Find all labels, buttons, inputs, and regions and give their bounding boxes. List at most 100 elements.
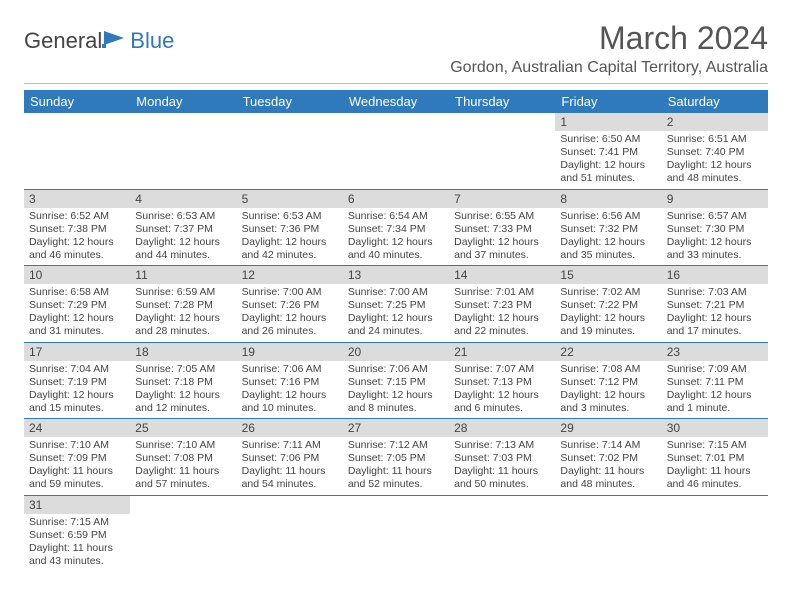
- day-cell: 19Sunrise: 7:06 AMSunset: 7:16 PMDayligh…: [237, 342, 343, 419]
- empty-cell: [24, 113, 130, 189]
- day-cell: 6Sunrise: 6:54 AMSunset: 7:34 PMDaylight…: [343, 189, 449, 266]
- logo: General Blue: [24, 28, 174, 54]
- weekday-header: Friday: [555, 90, 661, 113]
- day-cell: 17Sunrise: 7:04 AMSunset: 7:19 PMDayligh…: [24, 342, 130, 419]
- calendar-table: SundayMondayTuesdayWednesdayThursdayFrid…: [24, 90, 768, 571]
- empty-cell: [237, 113, 343, 189]
- day-number: 9: [662, 190, 768, 208]
- day-number: 31: [24, 496, 130, 514]
- day-content: Sunrise: 7:15 AMSunset: 6:59 PMDaylight:…: [24, 514, 130, 572]
- day-content: Sunrise: 6:50 AMSunset: 7:41 PMDaylight:…: [555, 131, 661, 189]
- day-content: Sunrise: 7:09 AMSunset: 7:11 PMDaylight:…: [662, 361, 768, 419]
- day-cell: 18Sunrise: 7:05 AMSunset: 7:18 PMDayligh…: [130, 342, 236, 419]
- day-content: Sunrise: 7:10 AMSunset: 7:08 PMDaylight:…: [130, 437, 236, 495]
- day-number: 20: [343, 343, 449, 361]
- day-content: Sunrise: 7:06 AMSunset: 7:16 PMDaylight:…: [237, 361, 343, 419]
- day-cell: 8Sunrise: 6:56 AMSunset: 7:32 PMDaylight…: [555, 189, 661, 266]
- header: General Blue March 2024 Gordon, Australi…: [24, 20, 768, 77]
- day-content: Sunrise: 7:05 AMSunset: 7:18 PMDaylight:…: [130, 361, 236, 419]
- day-cell: 9Sunrise: 6:57 AMSunset: 7:30 PMDaylight…: [662, 189, 768, 266]
- day-cell: 2Sunrise: 6:51 AMSunset: 7:40 PMDaylight…: [662, 113, 768, 189]
- day-content: Sunrise: 6:56 AMSunset: 7:32 PMDaylight:…: [555, 208, 661, 266]
- empty-cell: [130, 495, 236, 571]
- day-content: Sunrise: 6:57 AMSunset: 7:30 PMDaylight:…: [662, 208, 768, 266]
- day-number: 8: [555, 190, 661, 208]
- day-cell: 27Sunrise: 7:12 AMSunset: 7:05 PMDayligh…: [343, 419, 449, 496]
- day-cell: 12Sunrise: 7:00 AMSunset: 7:26 PMDayligh…: [237, 266, 343, 343]
- day-number: 30: [662, 419, 768, 437]
- day-cell: 11Sunrise: 6:59 AMSunset: 7:28 PMDayligh…: [130, 266, 236, 343]
- day-content: Sunrise: 6:54 AMSunset: 7:34 PMDaylight:…: [343, 208, 449, 266]
- day-cell: 1Sunrise: 6:50 AMSunset: 7:41 PMDaylight…: [555, 113, 661, 189]
- day-number: 3: [24, 190, 130, 208]
- day-number: 6: [343, 190, 449, 208]
- day-content: Sunrise: 7:00 AMSunset: 7:25 PMDaylight:…: [343, 284, 449, 342]
- day-number: 12: [237, 266, 343, 284]
- day-number: 19: [237, 343, 343, 361]
- day-cell: 5Sunrise: 6:53 AMSunset: 7:36 PMDaylight…: [237, 189, 343, 266]
- day-number: 11: [130, 266, 236, 284]
- day-number: 14: [449, 266, 555, 284]
- weekday-header: Thursday: [449, 90, 555, 113]
- day-content: Sunrise: 7:10 AMSunset: 7:09 PMDaylight:…: [24, 437, 130, 495]
- logo-text-1: General: [24, 28, 102, 54]
- day-cell: 20Sunrise: 7:06 AMSunset: 7:15 PMDayligh…: [343, 342, 449, 419]
- day-number: 22: [555, 343, 661, 361]
- title-block: March 2024 Gordon, Australian Capital Te…: [450, 20, 768, 77]
- day-cell: 13Sunrise: 7:00 AMSunset: 7:25 PMDayligh…: [343, 266, 449, 343]
- day-number: 23: [662, 343, 768, 361]
- weekday-header: Saturday: [662, 90, 768, 113]
- empty-cell: [343, 113, 449, 189]
- empty-cell: [343, 495, 449, 571]
- day-number: 5: [237, 190, 343, 208]
- weekday-header: Wednesday: [343, 90, 449, 113]
- day-number: 24: [24, 419, 130, 437]
- day-number: 25: [130, 419, 236, 437]
- day-cell: 15Sunrise: 7:02 AMSunset: 7:22 PMDayligh…: [555, 266, 661, 343]
- calendar-row: 3Sunrise: 6:52 AMSunset: 7:38 PMDaylight…: [24, 189, 768, 266]
- day-content: Sunrise: 7:07 AMSunset: 7:13 PMDaylight:…: [449, 361, 555, 419]
- empty-cell: [237, 495, 343, 571]
- empty-cell: [555, 495, 661, 571]
- calendar-row: 17Sunrise: 7:04 AMSunset: 7:19 PMDayligh…: [24, 342, 768, 419]
- calendar-row: 10Sunrise: 6:58 AMSunset: 7:29 PMDayligh…: [24, 266, 768, 343]
- day-content: Sunrise: 6:53 AMSunset: 7:37 PMDaylight:…: [130, 208, 236, 266]
- day-content: Sunrise: 7:12 AMSunset: 7:05 PMDaylight:…: [343, 437, 449, 495]
- weekday-header: Sunday: [24, 90, 130, 113]
- empty-cell: [449, 113, 555, 189]
- day-content: Sunrise: 6:53 AMSunset: 7:36 PMDaylight:…: [237, 208, 343, 266]
- logo-text-2: Blue: [130, 28, 174, 54]
- day-number: 4: [130, 190, 236, 208]
- calendar-row: 31Sunrise: 7:15 AMSunset: 6:59 PMDayligh…: [24, 495, 768, 571]
- day-cell: 3Sunrise: 6:52 AMSunset: 7:38 PMDaylight…: [24, 189, 130, 266]
- empty-cell: [130, 113, 236, 189]
- day-content: Sunrise: 6:59 AMSunset: 7:28 PMDaylight:…: [130, 284, 236, 342]
- day-content: Sunrise: 7:13 AMSunset: 7:03 PMDaylight:…: [449, 437, 555, 495]
- day-content: Sunrise: 6:55 AMSunset: 7:33 PMDaylight:…: [449, 208, 555, 266]
- calendar-row: 24Sunrise: 7:10 AMSunset: 7:09 PMDayligh…: [24, 419, 768, 496]
- day-cell: 26Sunrise: 7:11 AMSunset: 7:06 PMDayligh…: [237, 419, 343, 496]
- day-cell: 25Sunrise: 7:10 AMSunset: 7:08 PMDayligh…: [130, 419, 236, 496]
- divider: [24, 83, 768, 84]
- day-number: 29: [555, 419, 661, 437]
- day-number: 28: [449, 419, 555, 437]
- day-number: 2: [662, 113, 768, 131]
- day-content: Sunrise: 7:03 AMSunset: 7:21 PMDaylight:…: [662, 284, 768, 342]
- day-content: Sunrise: 7:02 AMSunset: 7:22 PMDaylight:…: [555, 284, 661, 342]
- empty-cell: [449, 495, 555, 571]
- day-number: 15: [555, 266, 661, 284]
- day-content: Sunrise: 7:15 AMSunset: 7:01 PMDaylight:…: [662, 437, 768, 495]
- weekday-header: Tuesday: [237, 90, 343, 113]
- day-content: Sunrise: 7:01 AMSunset: 7:23 PMDaylight:…: [449, 284, 555, 342]
- day-content: Sunrise: 7:00 AMSunset: 7:26 PMDaylight:…: [237, 284, 343, 342]
- day-content: Sunrise: 7:06 AMSunset: 7:15 PMDaylight:…: [343, 361, 449, 419]
- day-cell: 10Sunrise: 6:58 AMSunset: 7:29 PMDayligh…: [24, 266, 130, 343]
- day-cell: 31Sunrise: 7:15 AMSunset: 6:59 PMDayligh…: [24, 495, 130, 571]
- day-cell: 16Sunrise: 7:03 AMSunset: 7:21 PMDayligh…: [662, 266, 768, 343]
- day-cell: 23Sunrise: 7:09 AMSunset: 7:11 PMDayligh…: [662, 342, 768, 419]
- day-cell: 21Sunrise: 7:07 AMSunset: 7:13 PMDayligh…: [449, 342, 555, 419]
- day-content: Sunrise: 6:51 AMSunset: 7:40 PMDaylight:…: [662, 131, 768, 189]
- day-number: 27: [343, 419, 449, 437]
- day-number: 7: [449, 190, 555, 208]
- weekday-header: Monday: [130, 90, 236, 113]
